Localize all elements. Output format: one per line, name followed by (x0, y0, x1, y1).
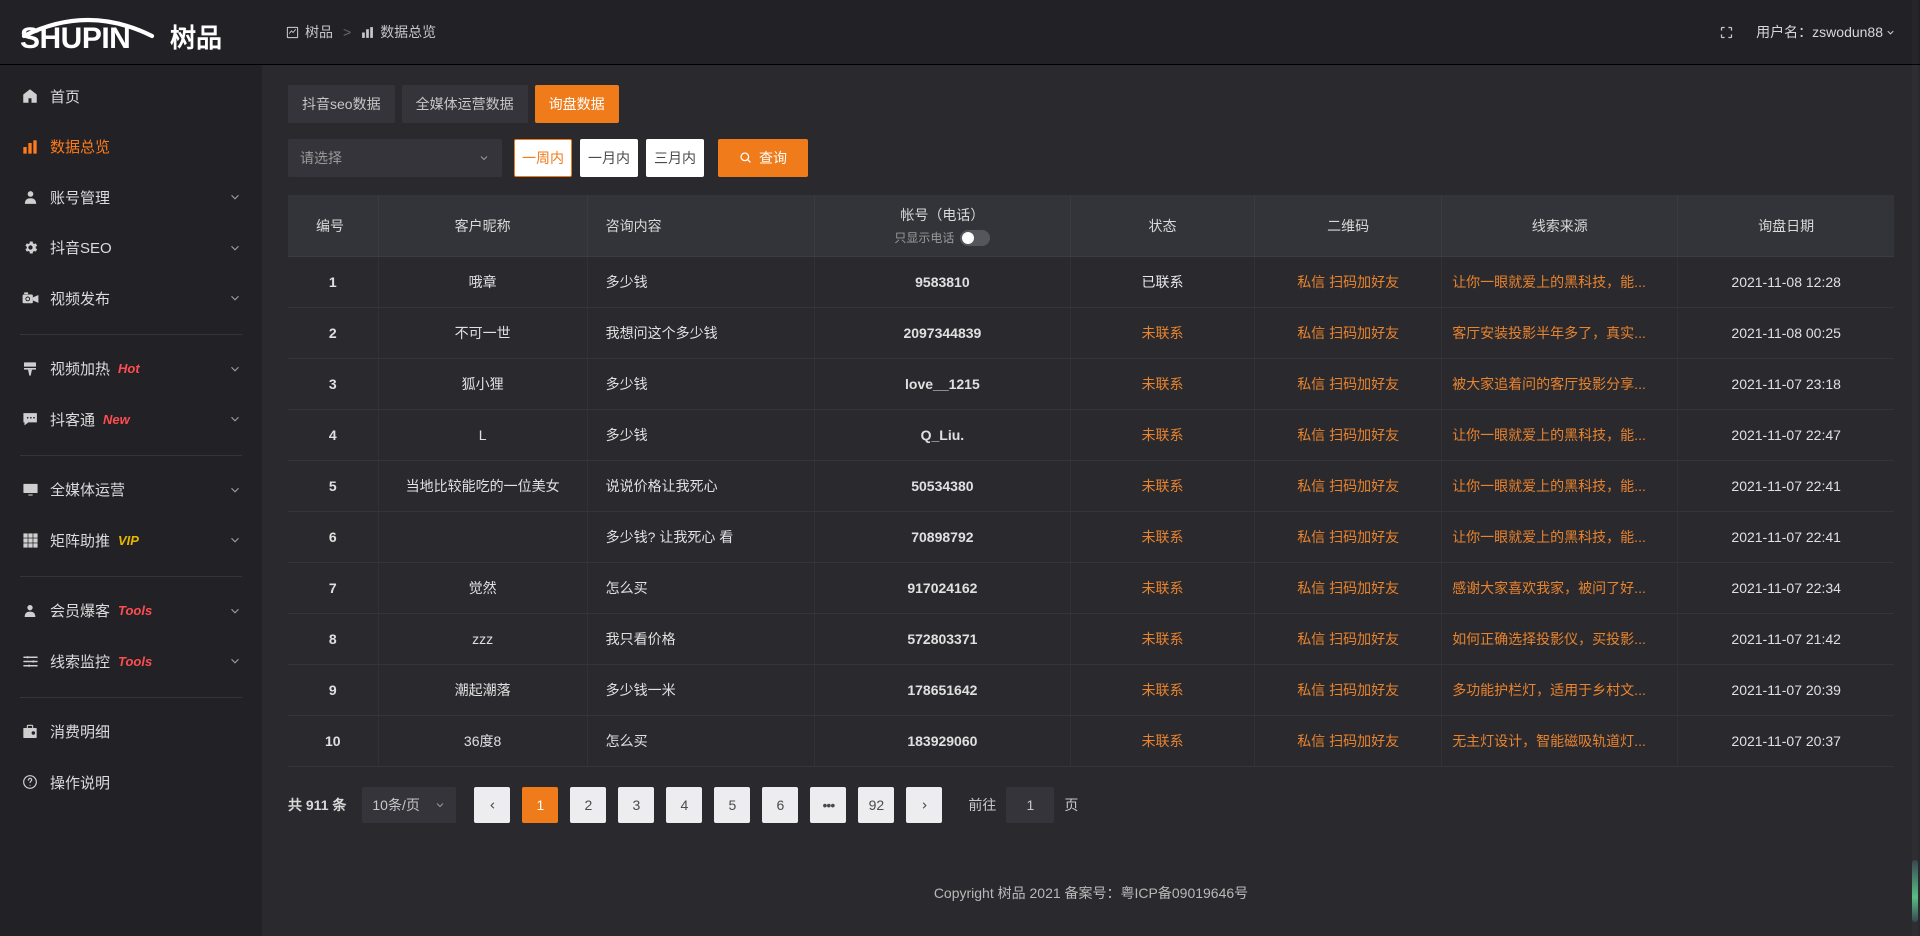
svg-text:SHUPIN: SHUPIN (20, 22, 130, 55)
svg-text:树品: 树品 (170, 23, 222, 53)
